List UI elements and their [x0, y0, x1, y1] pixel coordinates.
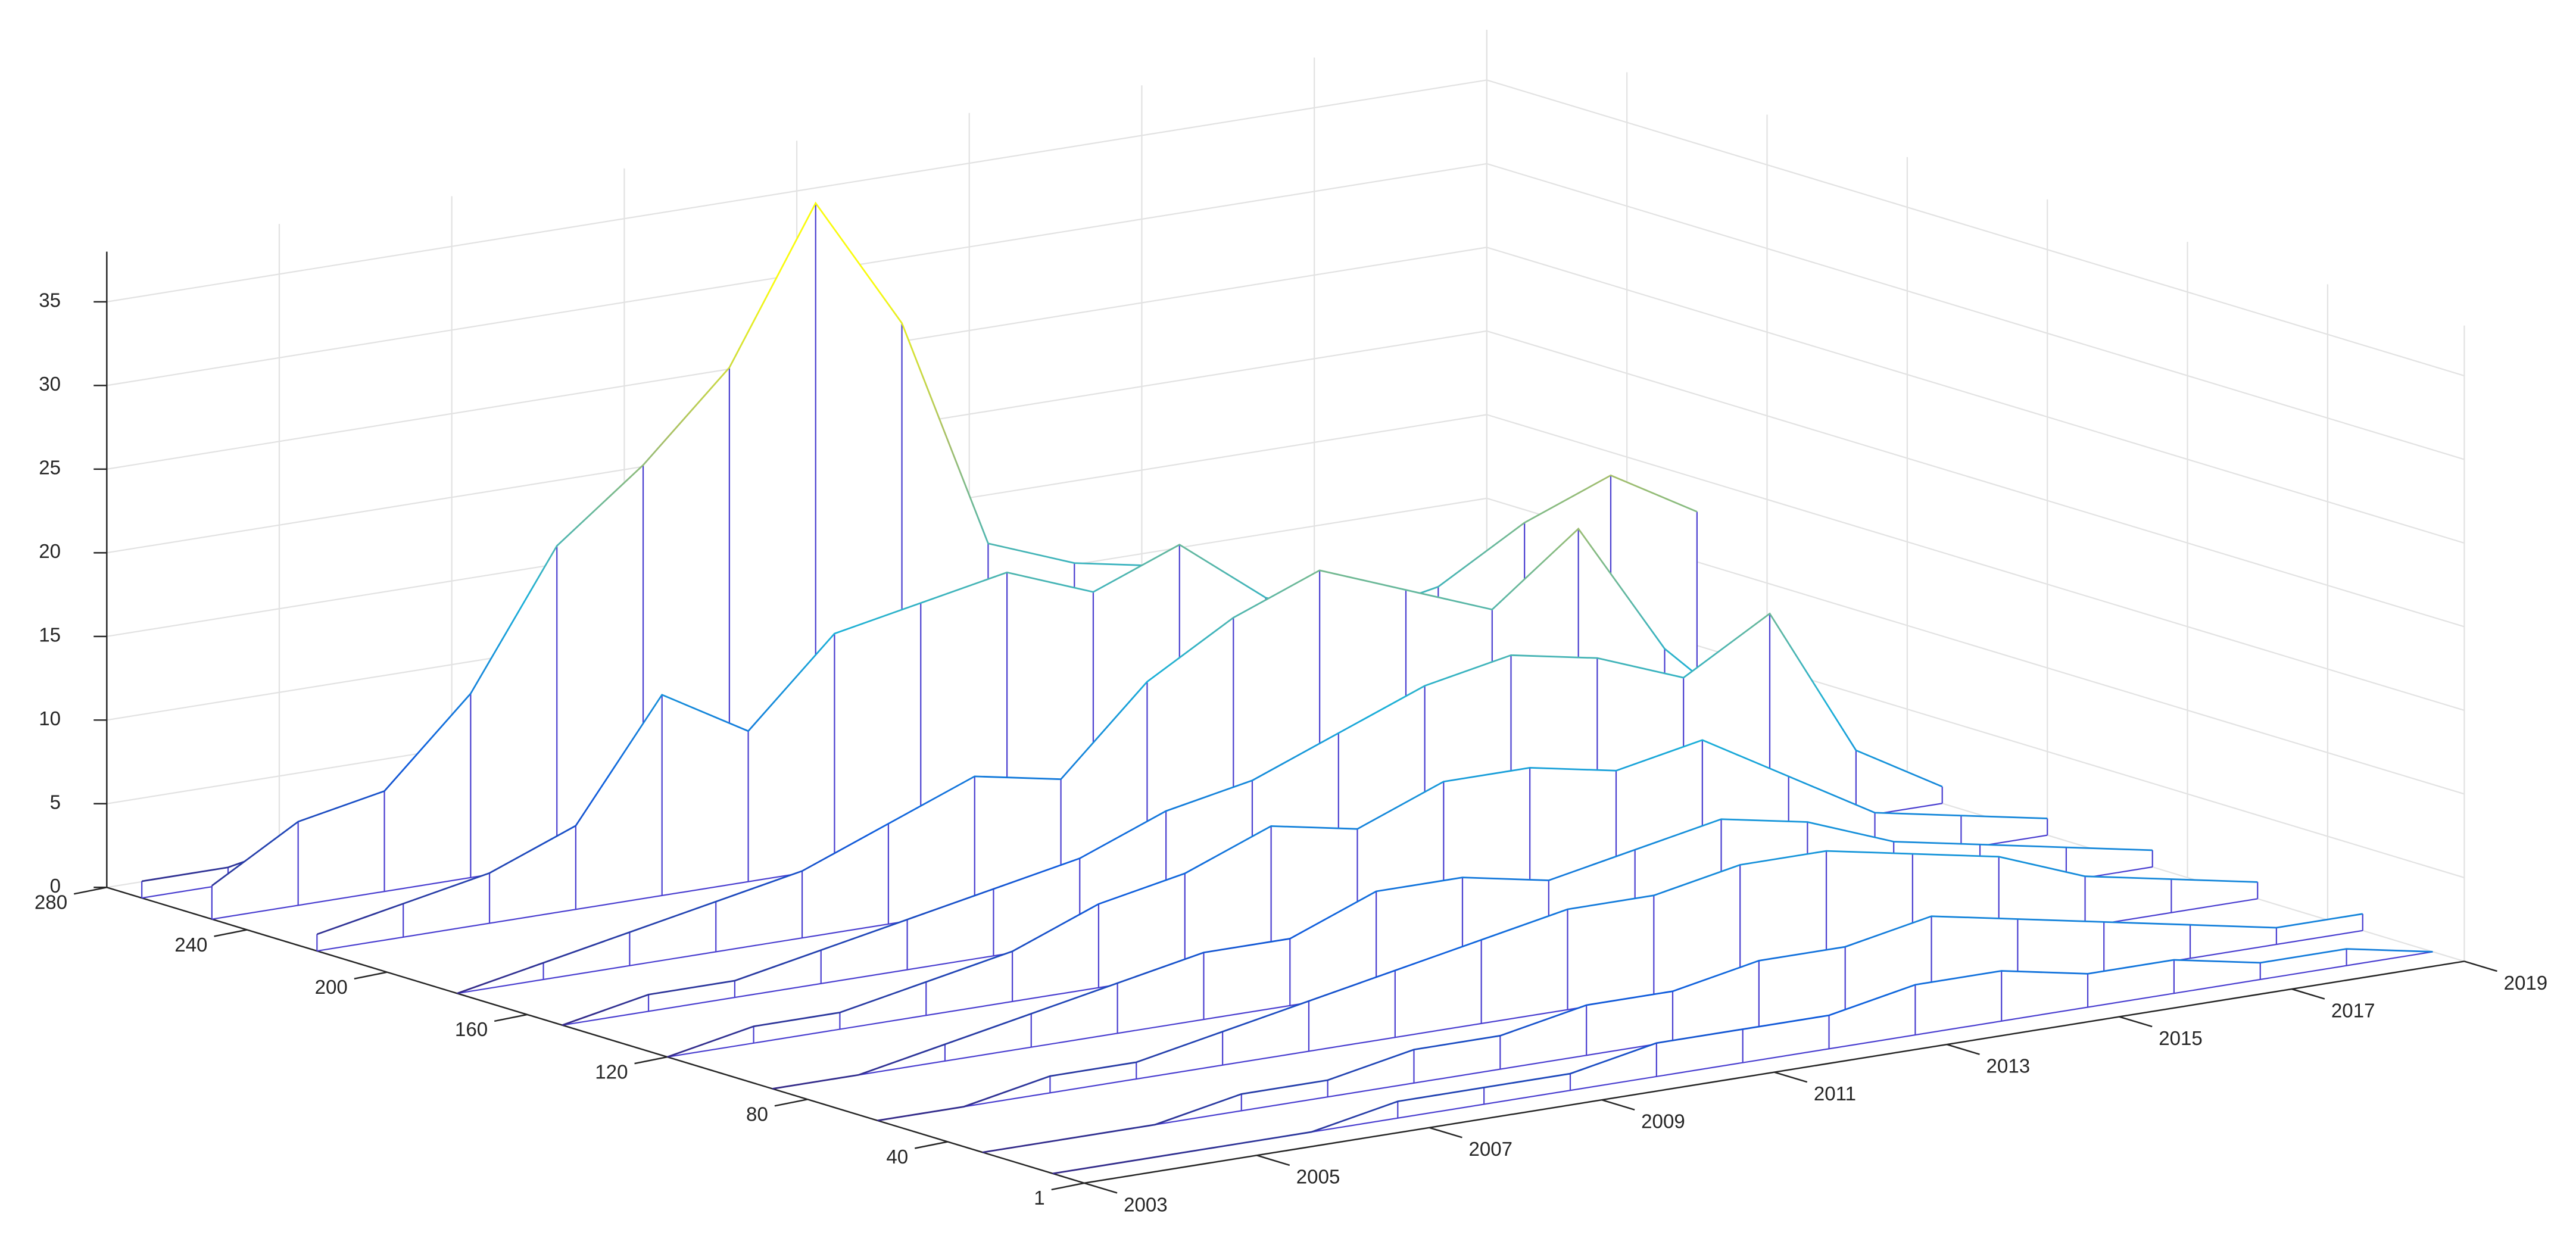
row-axis	[106, 887, 1085, 1184]
x-tick-label: 2007	[1468, 1138, 1512, 1161]
grid-line	[1486, 247, 2465, 544]
x-tick	[1774, 1071, 1808, 1083]
mesh-line	[667, 739, 2048, 1058]
y-tick-label: 280	[35, 892, 67, 914]
z-tick-label: 0	[50, 875, 61, 897]
grid-line	[1486, 163, 2465, 460]
mesh-line	[316, 474, 1698, 935]
z-tick-label: 10	[39, 708, 61, 730]
y-tick-label: 160	[455, 1019, 488, 1041]
x-tick	[1084, 1182, 1118, 1194]
y-tick	[915, 1141, 948, 1149]
y-tick-label: 200	[315, 977, 348, 999]
x-tick	[1256, 1155, 1290, 1166]
grid-line	[1486, 330, 2465, 628]
y-tick-label: 120	[595, 1061, 628, 1083]
mesh-line	[1052, 948, 2433, 1175]
x-tick-label: 2009	[1641, 1111, 1685, 1133]
z-tick-label: 30	[39, 373, 61, 395]
x-tick	[1429, 1127, 1462, 1138]
mesh-line	[562, 612, 1943, 1026]
x-tick	[1946, 1043, 1980, 1055]
mesh-line	[772, 818, 2153, 1090]
x-tick	[1601, 1099, 1635, 1110]
mesh-line	[457, 527, 1838, 994]
x-tick-label: 2019	[2504, 972, 2548, 994]
y-tick	[774, 1099, 808, 1107]
y-tick	[494, 1013, 528, 1022]
x-tick-label: 2015	[2159, 1028, 2203, 1050]
y-tick	[1051, 1182, 1085, 1191]
z-tick-label: 35	[39, 290, 61, 312]
z-tick-label: 25	[39, 457, 61, 479]
y-tick-label: 40	[886, 1146, 908, 1168]
z-tick-label: 5	[50, 792, 61, 814]
x-tick-label: 2005	[1296, 1166, 1340, 1189]
y-tick	[354, 971, 388, 980]
z-tick-label: 20	[39, 541, 61, 563]
y-tick	[634, 1056, 668, 1065]
y-tick-label: 240	[174, 934, 207, 956]
y-tick	[73, 887, 107, 895]
y-tick-label: 80	[746, 1104, 768, 1126]
x-tick	[2291, 988, 2325, 1000]
mesh-line	[877, 850, 2258, 1122]
y-tick-label: 1	[1034, 1187, 1044, 1209]
x-tick-label: 2003	[1124, 1194, 1168, 1216]
grid-line	[1486, 414, 2465, 712]
grid-line	[1486, 79, 2465, 377]
z-tick-label: 15	[39, 625, 61, 647]
x-tick-label: 2017	[2331, 1000, 2375, 1022]
x-tick-label: 2011	[1814, 1083, 1856, 1105]
x-tick	[2119, 1016, 2153, 1028]
y-tick	[214, 929, 247, 937]
x-tick	[2464, 960, 2497, 972]
x-tick-label: 2013	[1986, 1055, 2031, 1077]
mesh-line	[983, 913, 2363, 1153]
